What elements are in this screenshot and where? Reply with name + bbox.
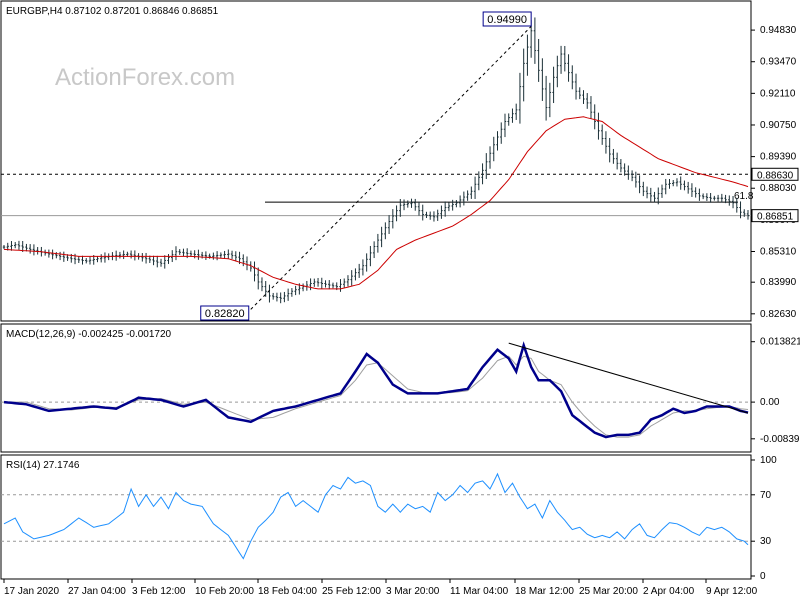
current-price-tag-box bbox=[751, 209, 799, 223]
rsi-tick-label: 100 bbox=[760, 455, 777, 466]
macd-line bbox=[3, 341, 749, 439]
macd-tick-label: 0.013821 bbox=[760, 337, 800, 348]
low-label-box bbox=[200, 305, 250, 321]
time-tick-label: 25 Feb 12:00 bbox=[322, 586, 381, 597]
watermark: ActionForex.com bbox=[55, 64, 235, 91]
macd-tick-label: 0.00 bbox=[760, 397, 780, 408]
price-candles bbox=[2, 17, 750, 304]
time-tick-label: 11 Mar 04:00 bbox=[450, 586, 509, 597]
price-tick-label: 0.88030 bbox=[760, 183, 797, 194]
price-tick-label: 0.90750 bbox=[760, 120, 797, 131]
price-tick-label: 0.89390 bbox=[760, 152, 797, 163]
price-tick-label: 0.82630 bbox=[760, 309, 797, 320]
rsi-tick-label: 0 bbox=[760, 571, 766, 582]
macd-panel-title: MACD(12,26,9) -0.002425 -0.001720 bbox=[6, 329, 172, 340]
macd-y-axis: 0.013821 0.00 -0.008397 bbox=[751, 337, 800, 445]
dashed-trendline bbox=[250, 26, 532, 310]
price-tick-label: 0.92110 bbox=[760, 88, 796, 99]
time-tick-label: 10 Feb 20:00 bbox=[195, 586, 254, 597]
time-tick-label: 25 Mar 20:00 bbox=[579, 586, 638, 597]
time-tick-label: 9 Apr 12:00 bbox=[706, 586, 758, 597]
price-panel-frame bbox=[0, 0, 752, 322]
rsi-y-axis: 100 70 30 0 bbox=[751, 455, 777, 582]
rsi-panel-title: RSI(14) 27.1746 bbox=[6, 460, 80, 471]
price-tick-label: 0.85310 bbox=[760, 246, 797, 257]
price-tick-label: 0.93470 bbox=[760, 57, 797, 68]
price-tick-label: 0.83990 bbox=[760, 277, 797, 288]
time-tick-label: 3 Feb 12:00 bbox=[132, 586, 186, 597]
price-tick-label: 0.94830 bbox=[760, 25, 797, 36]
price-panel-title: EURGBP,H4 0.87102 0.87201 0.86846 0.8685… bbox=[6, 6, 219, 17]
low-label: 0.82820 bbox=[205, 308, 245, 320]
macd-tick-label: -0.008397 bbox=[760, 434, 800, 445]
rsi-tick-label: 30 bbox=[760, 536, 772, 547]
time-tick-label: 18 Feb 04:00 bbox=[258, 586, 317, 597]
macd-trendline bbox=[508, 342, 749, 414]
time-tick-label: 2 Apr 04:00 bbox=[643, 586, 695, 597]
time-tick-label: 17 Jan 2020 bbox=[4, 586, 59, 597]
rsi-line bbox=[3, 472, 749, 560]
time-tick-label: 3 Mar 20:00 bbox=[386, 586, 440, 597]
rsi-tick-label: 70 bbox=[760, 490, 772, 501]
moving-average-line bbox=[3, 116, 749, 290]
high-label: 0.94990 bbox=[487, 14, 527, 26]
fib-label: 61.8 bbox=[734, 191, 754, 202]
macd-panel-frame bbox=[0, 323, 752, 453]
resistance-tag: 0.88630 bbox=[757, 170, 794, 181]
high-label-box bbox=[482, 11, 532, 27]
time-x-axis: 17 Jan 2020 27 Jan 04:00 3 Feb 12:00 10 Feb… bbox=[3, 579, 758, 597]
rsi-panel-frame bbox=[0, 454, 752, 580]
time-tick-label: 18 Mar 12:00 bbox=[515, 586, 574, 597]
resistance-tag-box bbox=[751, 167, 799, 181]
current-price-tag: 0.86851 bbox=[757, 212, 794, 223]
time-tick-label: 27 Jan 04:00 bbox=[68, 586, 126, 597]
